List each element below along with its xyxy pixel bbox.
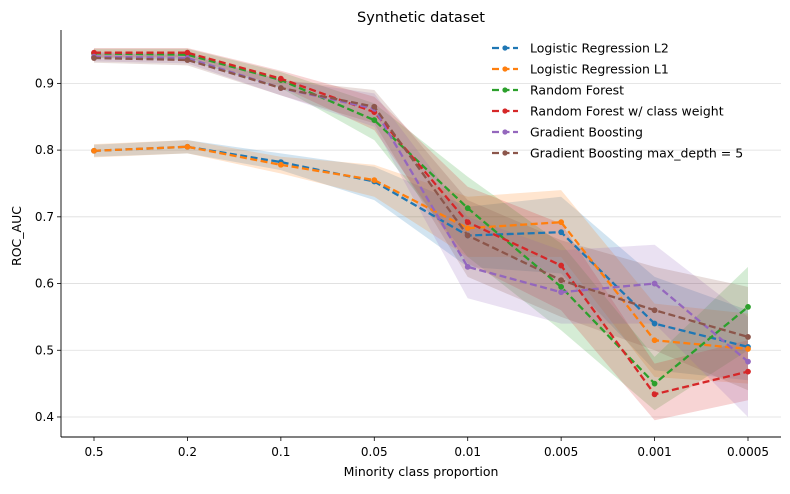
data-point [464, 263, 471, 270]
chart-title: Synthetic dataset [357, 10, 485, 26]
data-point [558, 229, 565, 236]
axes [57, 30, 781, 441]
y-tick-label: 0.5 [35, 343, 54, 357]
confidence-band-series-6 [94, 53, 748, 391]
data-point [371, 177, 378, 184]
x-tick-label: 0.5 [84, 445, 103, 459]
data-point [651, 280, 658, 287]
legend-label: Logistic Regression L2 [530, 41, 669, 56]
legend-label: Random Forest [530, 83, 624, 98]
data-point [745, 334, 751, 340]
x-tick-label: 0.1 [271, 445, 290, 459]
data-point [184, 49, 191, 56]
legend-entry: Gradient Boosting max_depth = 5 [492, 146, 743, 161]
data-point [277, 85, 284, 91]
legend-label: Gradient Boosting [530, 125, 643, 140]
data-point [464, 219, 471, 226]
data-point [745, 303, 751, 310]
y-tick-label: 0.9 [35, 76, 54, 90]
legend-entry: Logistic Regression L1 [492, 62, 669, 77]
data-point [371, 117, 378, 123]
x-tick-label: 0.0005 [727, 445, 769, 459]
data-point [91, 147, 97, 154]
legend-entry: Random Forest w/ class weight [492, 104, 724, 119]
data-point [464, 225, 471, 232]
series-line [94, 51, 749, 396]
series-line [93, 56, 749, 339]
data-point [184, 143, 191, 150]
y-axis-label: ROC_AUC [9, 206, 24, 266]
data-point [558, 289, 565, 296]
data-point [651, 391, 658, 398]
legend-label: Random Forest w/ class weight [530, 104, 724, 119]
data-point [558, 219, 565, 226]
tick-labels: 0.4 0.5 0.6 0.7 0.8 0.9 0.5 0.2 0.1 0.05 0.01 0.005… [35, 76, 769, 459]
series-line [93, 52, 749, 386]
data-point [558, 283, 565, 290]
legend-label: Logistic Regression L1 [530, 62, 669, 77]
legend-entry: Logistic Regression L2 [492, 41, 669, 56]
x-tick-label: 0.005 [544, 445, 578, 459]
data-point [745, 358, 751, 365]
confidence-band-series-3 [94, 48, 748, 411]
series-2 [91, 143, 751, 352]
y-tick-label: 0.7 [35, 210, 54, 224]
data-point [91, 55, 97, 61]
legend-marker [502, 129, 508, 135]
data-point [651, 307, 658, 314]
legend-marker [502, 45, 508, 51]
legend-marker [502, 87, 508, 93]
x-tick-label: 0.001 [637, 445, 671, 459]
legend-marker [502, 108, 508, 114]
legend-marker [502, 66, 508, 72]
data-point [371, 103, 378, 110]
confidence-band-series-4 [94, 48, 748, 421]
series-lines [91, 49, 751, 398]
data-point [464, 232, 471, 239]
data-point [651, 337, 658, 344]
y-tick-label: 0.8 [35, 143, 54, 157]
legend-label: Gradient Boosting max_depth = 5 [530, 146, 743, 161]
gridlines [61, 82, 781, 418]
data-point [651, 320, 658, 327]
data-point [745, 368, 751, 375]
x-tick-label: 0.01 [454, 445, 481, 459]
legend-entry: Gradient Boosting [492, 125, 643, 140]
x-tick-label: 0.2 [178, 445, 197, 459]
data-point [558, 262, 565, 269]
legend-entry: Random Forest [492, 83, 624, 98]
data-point [277, 75, 284, 82]
data-point [464, 205, 471, 212]
x-tick-label: 0.05 [361, 445, 388, 459]
series-6 [91, 55, 751, 340]
legend: Logistic Regression L2 Logistic Regressio… [492, 41, 743, 161]
data-point [558, 277, 565, 284]
legend-marker [502, 150, 508, 156]
data-point [651, 380, 658, 387]
data-point [277, 161, 284, 168]
y-tick-label: 0.6 [35, 277, 54, 291]
y-tick-label: 0.4 [35, 410, 54, 424]
data-point [184, 57, 191, 63]
series-line [93, 145, 749, 351]
data-point [745, 346, 751, 352]
series-line [93, 55, 749, 363]
x-axis-label: Minority class proportion [344, 464, 499, 479]
